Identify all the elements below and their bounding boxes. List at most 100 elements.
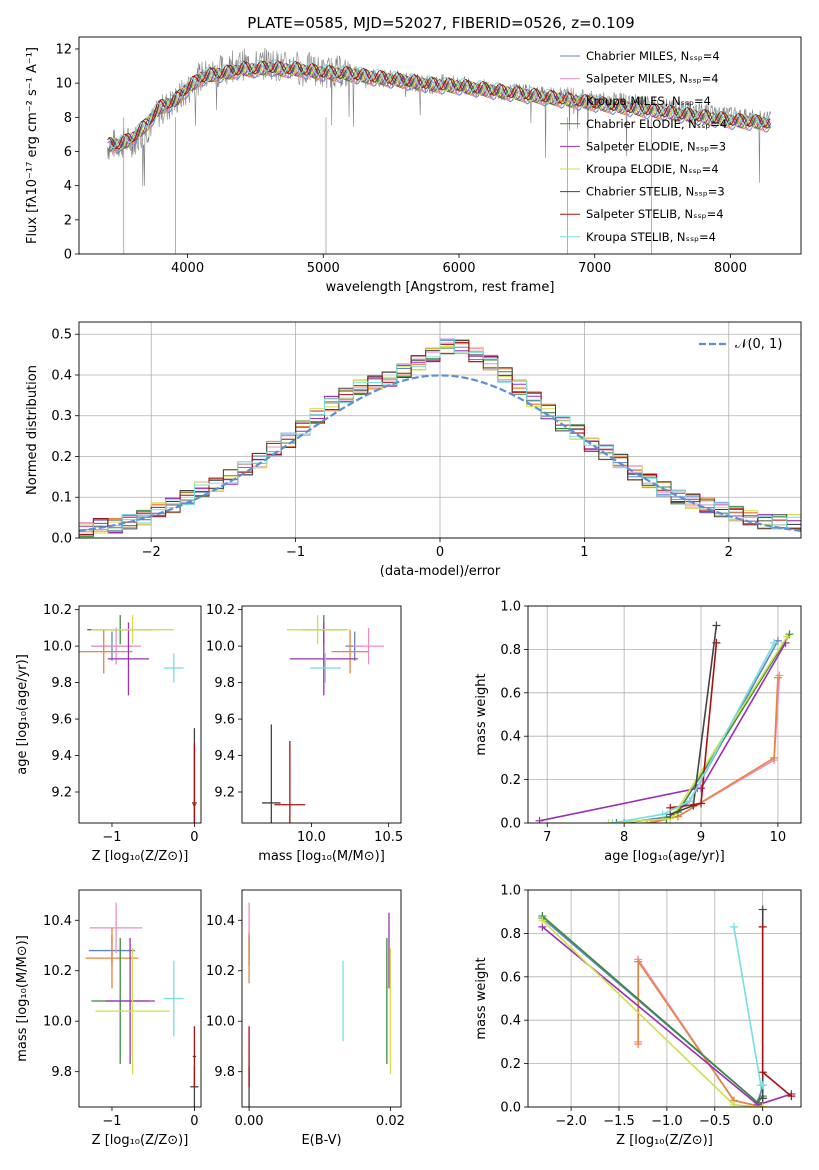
y-tick-label: 0.4: [51, 368, 72, 383]
y-tick-label: 10: [55, 77, 72, 92]
x-tick-label: 10.0: [297, 830, 326, 845]
x-tick-label: 0.00: [235, 1114, 264, 1129]
y-tick-label: 0.3: [51, 409, 72, 424]
mw-marker-elodie_salpeter: [697, 784, 706, 793]
y-tick-label: 10.2: [43, 603, 72, 618]
y-axis-label: mass [log₁₀(M/M⊙)]: [15, 935, 30, 1062]
mw-marker-stelib_chabrier: [758, 905, 767, 914]
panel-age-vs-Z: −1 0 9.2 9.4 9.6 9.8 10.0 10.2 Z [log₁₀(Z/Z⊙)] ag…: [15, 603, 202, 864]
plot-frame: [527, 605, 802, 824]
y-tick-label: 0.2: [500, 773, 521, 788]
figure-title: PLATE=0585, MJD=52027, FIBERID=0526, z=0…: [247, 14, 634, 32]
y-tick-label: 0.0: [500, 817, 521, 832]
x-tick-label: 0.02: [376, 1114, 405, 1129]
panel-massweight-vs-age: 7 8 9 10 0.0 0.2 0.4 0.6 0.8 1.0 age [log₁₀(age/yr…: [474, 600, 802, 864]
x-axis-label: (data-model)/error: [380, 564, 501, 579]
x-tick-label: 0: [436, 545, 444, 560]
plot-frame: [78, 36, 802, 255]
y-tick-label: 10.0: [43, 1015, 72, 1030]
y-tick-label: 0.4: [500, 730, 521, 745]
x-tick-label: −1: [102, 1114, 121, 1129]
y-tick-label: 0.4: [500, 1014, 521, 1029]
y-tick-label: 9.8: [214, 676, 235, 691]
x-tick-label: 6000: [442, 261, 475, 276]
y-tick-label: 0.1: [51, 491, 72, 506]
y-tick-label: 0.0: [500, 1101, 521, 1116]
mw-marker-elodie_kroupa: [604, 819, 613, 823]
y-tick-label: 1.0: [500, 884, 521, 899]
panel-residuals: −2 −1 0 1 2 0.0 0.1 0.2 0.3 0.4 0.5 (data-model)/er…: [25, 321, 802, 579]
legend-label: Kroupa ELODIE, Nₛₛₚ=4: [586, 162, 719, 176]
y-tick-label: 10.0: [206, 1015, 235, 1030]
mw-marker-stelib_kroupa: [729, 922, 738, 931]
mw-marker-stelib_salpeter: [787, 1092, 796, 1101]
legend-label: Chabrier ELODIE, Nₛₛₚ=4: [586, 117, 727, 131]
mass-weight-lines: [535, 621, 794, 823]
y-tick-label: 10.4: [206, 914, 235, 929]
mw-marker-miles_kroupa: [634, 957, 643, 966]
x-axis-label: Z [log₁₀(Z/Z⊙)]: [616, 1133, 713, 1148]
x-axis-label: wavelength [Angstrom, rest frame]: [326, 280, 555, 295]
legend-label: 𝒩(0, 1): [735, 337, 782, 352]
y-tick-label: 0.8: [500, 927, 521, 942]
plot-frame: [78, 321, 802, 539]
panel-mass-vs-Z: −1 0 9.8 10.0 10.2 10.4 Z [log₁₀(Z/Z⊙)] mass [l…: [15, 889, 202, 1148]
panel-age-vs-mass: 10.0 10.5 9.2 9.4 9.6 9.8 10.0 10.2 mass [log₁₀(…: [206, 603, 403, 864]
x-tick-label: 2: [725, 545, 733, 560]
y-tick-label: 10.0: [206, 640, 235, 655]
legend-label: Salpeter MILES, Nₛₛₚ=4: [586, 72, 719, 86]
mw-line-stelib_kroupa: [612, 642, 775, 823]
residual-hists: [79, 338, 801, 538]
x-tick-label: 7: [543, 830, 551, 845]
y-tick-label: 0.6: [500, 686, 521, 701]
x-axis-label: mass [log₁₀(M/M⊙)]: [258, 849, 385, 864]
panel-massweight-vs-Z: −2.0 −1.5 −1.0 −0.5 0.0 0.0 0.2 0.4 0.6 0.8 1.0 Z […: [474, 884, 802, 1148]
y-tick-label: 10.4: [43, 914, 72, 929]
mw-marker-stelib_kroupa: [685, 797, 694, 806]
y-tick-label: 9.2: [51, 786, 72, 801]
x-tick-label: 10.5: [374, 830, 403, 845]
mw-marker-elodie_kroupa: [783, 632, 792, 641]
hist-stelib_kroupa: [79, 339, 801, 538]
mw-marker-elodie_kroupa: [758, 1103, 767, 1107]
y-tick-label: 9.2: [214, 786, 235, 801]
x-tick-label: −1: [102, 830, 121, 845]
mw-marker-stelib_kroupa: [658, 810, 667, 819]
y-tick-label: 0.0: [51, 532, 72, 547]
mw-marker-stelib_salpeter: [758, 922, 767, 931]
chart-layer: 4000 5000 6000 7000 8000024681012wavelength …: [15, 36, 802, 1148]
y-tick-label: 10.2: [43, 964, 72, 979]
mw-marker-elodie_kroupa: [538, 916, 547, 925]
x-axis-label: Z [log₁₀(Z/Z⊙)]: [92, 849, 189, 864]
x-tick-label: 0.0: [752, 1114, 773, 1129]
mw-marker-stelib_salpeter: [712, 638, 721, 647]
errorbars: [262, 615, 385, 823]
panel-mass-vs-EBV: 0.00 0.02 9.8 10.0 10.2 10.4 E(B-V): [206, 889, 405, 1148]
x-axis-label: E(B-V): [301, 1133, 341, 1148]
y-tick-label: 12: [55, 42, 72, 57]
y-axis-label: mass weight: [474, 957, 489, 1039]
y-tick-label: 9.8: [51, 1065, 72, 1080]
mw-marker-miles_kroupa: [770, 753, 779, 762]
spectrum-model-elodie_kroupa: [109, 60, 770, 150]
plot-frame: [527, 889, 802, 1108]
errorbars: [79, 615, 197, 823]
y-axis-label: Normed distribution: [25, 365, 40, 495]
plot-frame: [241, 605, 402, 824]
x-tick-label: −1: [286, 545, 305, 560]
x-tick-label: 10: [770, 830, 787, 845]
y-tick-label: 2: [64, 213, 72, 228]
legend-label: Salpeter ELODIE, Nₛₛₚ=3: [586, 139, 726, 153]
mw-marker-stelib_kroupa: [608, 819, 617, 823]
x-tick-label: −0.5: [699, 1114, 731, 1129]
y-tick-label: 0.2: [500, 1057, 521, 1072]
y-tick-label: 9.8: [51, 676, 72, 691]
mw-marker-stelib_chabrier: [712, 621, 721, 630]
x-tick-label: 5000: [307, 261, 340, 276]
y-tick-label: 8: [64, 111, 72, 126]
y-tick-label: 0.5: [51, 328, 72, 343]
y-tick-label: 10.2: [206, 964, 235, 979]
x-axis-label: age [log₁₀(age/yr)]: [604, 849, 725, 864]
y-tick-label: 4: [64, 179, 72, 194]
